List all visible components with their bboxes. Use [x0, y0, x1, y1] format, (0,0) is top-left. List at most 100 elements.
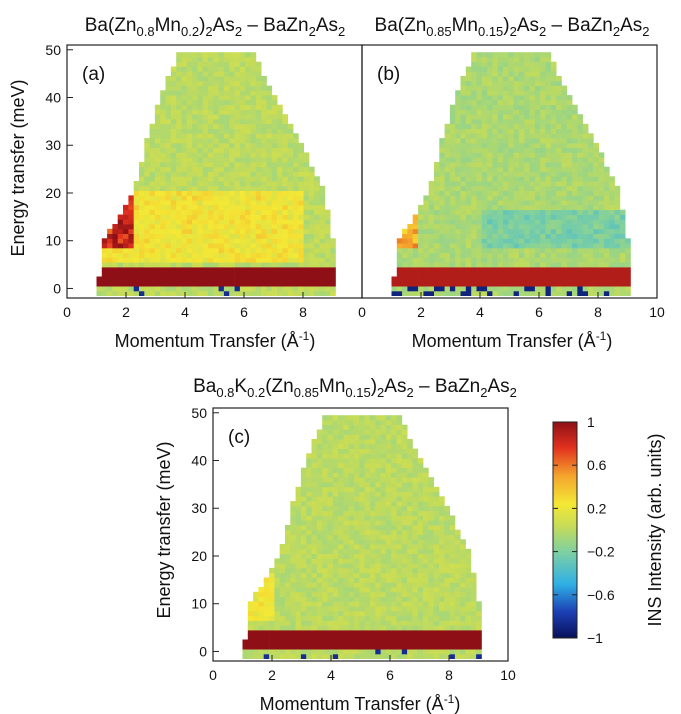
heatmap-cell — [401, 644, 408, 650]
heatmap-cell — [556, 95, 562, 101]
heatmap-cell — [534, 119, 541, 125]
heatmap-cell — [255, 119, 262, 125]
heatmap-cell — [176, 185, 182, 191]
heatmap-cell — [417, 582, 424, 588]
heatmap-cell — [208, 85, 214, 91]
heatmap-cell — [306, 496, 312, 502]
heatmap-cell — [223, 204, 230, 211]
heatmap-cell — [269, 615, 275, 621]
heatmap-cell — [208, 238, 214, 244]
heatmap-cell — [529, 90, 536, 96]
heatmap-cell — [223, 171, 230, 177]
heatmap-cell — [261, 171, 267, 177]
heatmap-cell — [343, 482, 350, 488]
heatmap-cell — [439, 539, 445, 545]
heatmap-cell — [165, 286, 172, 292]
heatmap-cell — [444, 195, 451, 201]
heatmap-cell — [614, 276, 621, 282]
heatmap-cell — [269, 644, 275, 650]
heatmap-cell — [287, 271, 294, 277]
heatmap-cell — [223, 281, 230, 287]
heatmap-cell — [229, 119, 235, 125]
heatmap-cell — [540, 247, 546, 254]
heatmap-cell — [271, 267, 278, 273]
heatmap-cell — [465, 152, 472, 158]
heatmap-cell — [545, 190, 552, 196]
heatmap-cell — [322, 453, 328, 459]
heatmap-cell — [295, 630, 302, 636]
heatmap-cell — [287, 162, 294, 168]
heatmap-cell — [245, 61, 251, 67]
heatmap-cell — [266, 181, 273, 187]
heatmap-cell — [577, 176, 583, 182]
heatmap-cell — [343, 486, 350, 492]
heatmap-cell — [625, 252, 631, 258]
heatmap-cell — [359, 534, 365, 540]
heatmap-cell — [412, 644, 419, 650]
heatmap-cell — [407, 267, 414, 273]
heatmap-cell — [229, 185, 235, 191]
heatmap-cell — [295, 553, 302, 559]
heatmap-cell — [434, 224, 440, 230]
heatmap-cell — [401, 477, 408, 483]
heatmap-cell — [327, 515, 334, 521]
heatmap-cell — [465, 166, 472, 172]
heatmap-cell — [247, 639, 254, 645]
heatmap-cell — [481, 262, 488, 268]
heatmap-cell — [324, 262, 331, 268]
heatmap-cell — [364, 472, 371, 478]
heatmap-cell — [266, 238, 273, 244]
heatmap-cell — [391, 563, 397, 569]
heatmap-cell — [322, 505, 328, 512]
heatmap-cell — [364, 601, 371, 607]
heatmap-cell — [354, 482, 360, 488]
heatmap-cell — [287, 166, 294, 172]
heatmap-cell — [170, 99, 177, 106]
heatmap-cell — [117, 257, 124, 263]
heatmap-cell — [245, 157, 251, 163]
heatmap-cell — [593, 157, 599, 163]
heatmap-cell — [487, 257, 493, 263]
heatmap-cell — [385, 467, 392, 473]
heatmap-cell — [277, 252, 283, 258]
heatmap-cell — [308, 243, 315, 249]
heatmap-cell — [298, 152, 304, 158]
heatmap-cell — [582, 252, 589, 258]
heatmap-cell — [149, 267, 156, 273]
heatmap-cell — [380, 529, 387, 535]
heatmap-cell — [271, 243, 278, 249]
heatmap-cell — [181, 290, 188, 296]
heatmap-cell — [165, 290, 172, 296]
heatmap-cell — [338, 577, 344, 583]
heatmap-cell — [454, 649, 461, 655]
heatmap-cell — [407, 525, 413, 531]
heatmap-cell — [149, 176, 156, 182]
heatmap-cell — [492, 99, 499, 106]
heatmap-cell — [375, 572, 381, 578]
heatmap-cell — [582, 166, 589, 172]
heatmap-cell — [300, 520, 307, 526]
heatmap-cell — [343, 424, 350, 430]
heatmap-cell — [338, 587, 344, 593]
heatmap-cell — [253, 630, 259, 636]
heatmap-cell — [481, 252, 488, 258]
heatmap-cell — [343, 515, 350, 521]
heatmap-cell — [439, 577, 445, 583]
heatmap-cell — [271, 133, 278, 139]
heatmap-cell — [476, 80, 483, 86]
heatmap-cell — [306, 625, 312, 631]
heatmap-cell — [455, 176, 461, 182]
heatmap-cell — [263, 639, 270, 645]
heatmap-cell — [287, 286, 294, 292]
heatmap-cell — [170, 66, 177, 72]
heatmap-cell — [170, 243, 177, 249]
heatmap-cell — [545, 281, 552, 287]
heatmap-cell — [518, 85, 525, 91]
heatmap-cell — [181, 56, 188, 63]
heatmap-cell — [327, 553, 334, 559]
heatmap-cell — [423, 553, 429, 559]
heatmap-cell — [269, 572, 275, 578]
heatmap-cell — [101, 267, 108, 273]
heatmap-cell — [255, 214, 262, 220]
heatmap-cell — [170, 142, 177, 149]
